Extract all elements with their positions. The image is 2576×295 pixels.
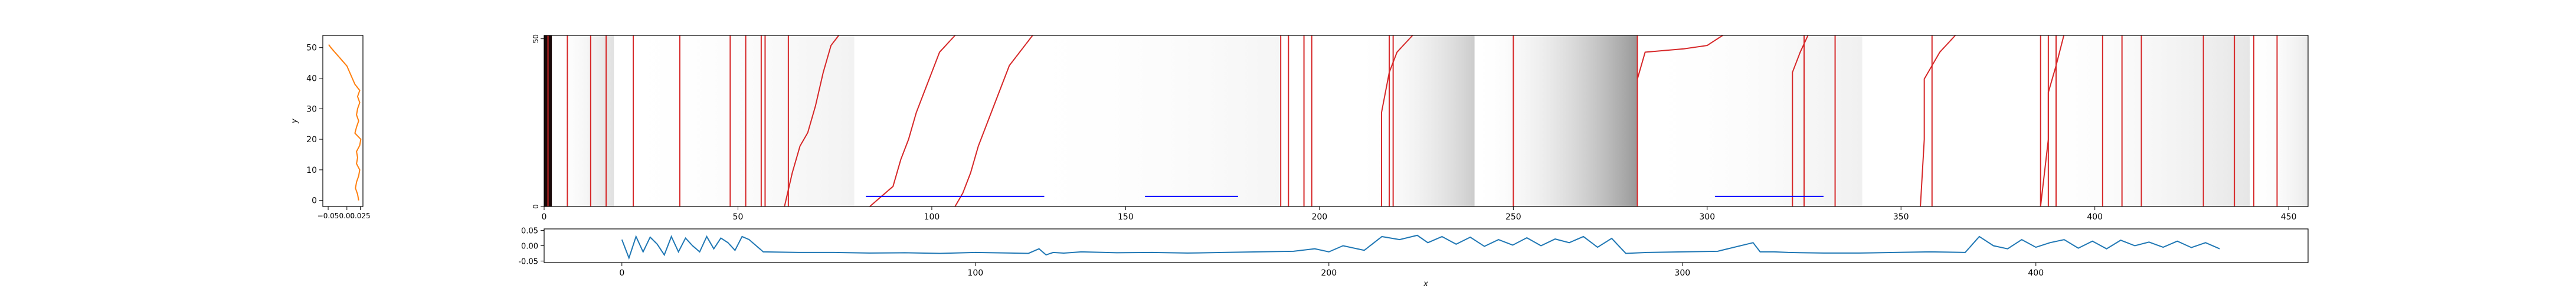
bottom-x-tick-label-300: 300 xyxy=(1674,268,1690,278)
bottom-y-tick-label-0: -0.05 xyxy=(518,257,538,266)
curved-red-line-7 xyxy=(1920,35,1956,207)
heatmap-band-5 xyxy=(1474,35,1638,206)
heatmap-band-4 xyxy=(1358,35,1475,206)
curved-red-line-5 xyxy=(1792,35,1809,206)
side-profile-plot-area xyxy=(328,44,362,201)
main-x-tick-label-450: 450 xyxy=(2281,212,2297,222)
heatmap-band-7 xyxy=(2017,35,2250,206)
heatmap-shading xyxy=(544,35,2308,206)
bottom-x-tick-label-200: 200 xyxy=(1321,268,1337,278)
side-y-tick-label-40: 40 xyxy=(306,74,317,84)
bottom-x-tick-label-400: 400 xyxy=(2028,268,2044,278)
heatmap-band-2 xyxy=(614,35,855,206)
main-x-tick-label-250: 250 xyxy=(1505,212,1521,222)
side-x-tick-label-1: 0.00 xyxy=(339,212,355,220)
curved-red-lines xyxy=(784,35,2065,207)
bottom-profile-series-line xyxy=(621,234,2220,260)
main-y-tick-label-50: 50 xyxy=(532,34,540,43)
side-y-tick-label-20: 20 xyxy=(306,135,317,145)
side-y-tick-label-50: 50 xyxy=(306,44,317,53)
main-x-tick-label-350: 350 xyxy=(1893,212,1909,222)
bottom-profile-x-label: x xyxy=(1423,280,1428,289)
main-heatmap-panel: 0 50 100 150 200 250 300 350 400 450 0 50 xyxy=(532,34,2309,222)
bottom-y-tick-label-1: 0.00 xyxy=(521,242,538,251)
side-profile-panel: −0.05 0.000.025 0 10 20 30 40 50 y xyxy=(290,35,371,220)
curved-red-line-1 xyxy=(869,35,956,207)
bottom-x-tick-label-0: 0 xyxy=(619,268,624,278)
side-y-tick-label-30: 30 xyxy=(306,104,317,114)
bottom-profile-panel: 0 100 200 300 400 -0.05 0.00 0.05 x xyxy=(518,227,2309,289)
side-y-tick-label-10: 10 xyxy=(306,166,317,175)
main-heatmap-x-ticks: 0 50 100 150 200 250 300 350 400 450 xyxy=(542,206,2297,222)
main-y-tick-label-0: 0 xyxy=(532,204,540,209)
side-y-tick-label-0: 0 xyxy=(312,196,317,206)
curved-red-line-3 xyxy=(1380,35,1413,206)
heatmap-band-3 xyxy=(1009,35,1281,206)
side-profile-y-label: y xyxy=(290,119,299,124)
bottom-x-tick-label-100: 100 xyxy=(967,268,983,278)
side-profile-y-ticks: 0 10 20 30 40 50 xyxy=(306,44,323,206)
bottom-y-tick-label-2: 0.05 xyxy=(521,227,538,236)
curved-red-line-6 xyxy=(2040,35,2065,207)
main-x-tick-label-100: 100 xyxy=(924,212,940,222)
main-x-tick-label-400: 400 xyxy=(2087,212,2103,222)
bottom-profile-frame xyxy=(544,228,2309,263)
heatmap-band-8 xyxy=(2250,35,2308,206)
main-heatmap-y-ticks: 0 50 xyxy=(532,34,544,209)
main-x-tick-label-300: 300 xyxy=(1699,212,1715,222)
curved-red-line-4 xyxy=(1636,35,1723,80)
main-x-tick-label-200: 200 xyxy=(1311,212,1327,222)
main-x-tick-label-0: 0 xyxy=(542,212,547,222)
heatmap-band-6 xyxy=(1637,35,1863,206)
side-profile-x-ticks: −0.05 0.000.025 xyxy=(318,206,371,220)
vertical-red-lines xyxy=(547,35,2278,206)
heatmap-band-1 xyxy=(552,35,614,206)
main-x-tick-label-50: 50 xyxy=(733,212,744,222)
curved-red-line-2 xyxy=(954,35,1033,207)
main-x-tick-label-150: 150 xyxy=(1118,212,1134,222)
side-profile-series-line xyxy=(328,44,362,201)
side-x-tick-label-0: −0.05 xyxy=(318,212,339,220)
bottom-profile-x-ticks: 0 100 200 300 400 xyxy=(619,263,2044,278)
side-profile-frame xyxy=(322,35,364,207)
bottom-profile-y-ticks: -0.05 0.00 0.05 xyxy=(518,227,544,266)
curved-red-line-0 xyxy=(784,35,840,207)
bottom-profile-plot-area xyxy=(621,234,2220,260)
main-heatmap-frame xyxy=(544,35,2309,207)
side-x-tick-label-2: 0.025 xyxy=(350,212,370,220)
